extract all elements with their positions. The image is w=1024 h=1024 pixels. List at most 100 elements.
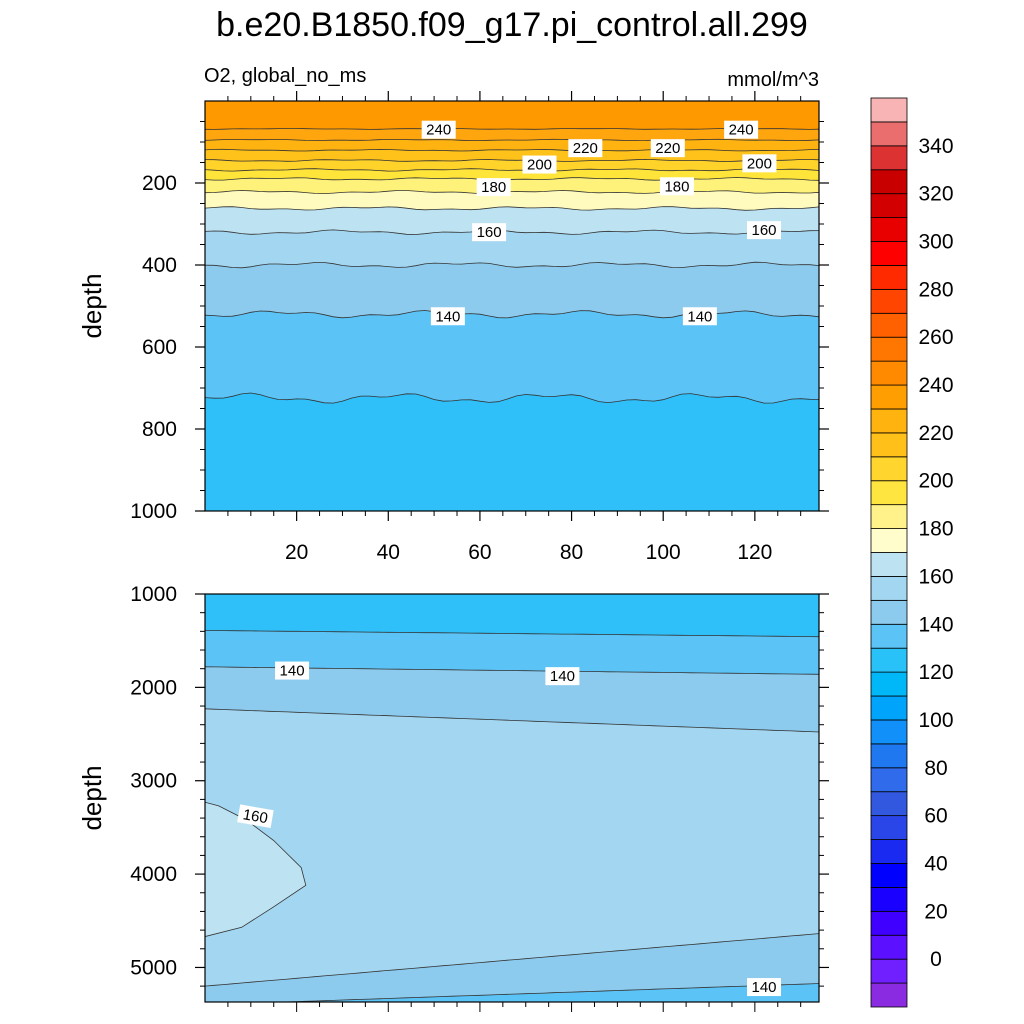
x-tick-label: 120 [737,541,772,564]
contour-label: 160 [472,223,507,242]
lower-contour-line [205,708,819,733]
colorbar-swatch [870,599,908,625]
colorbar-label: 300 [918,231,953,254]
upper-contour-lines [205,127,819,404]
lower-contour-line [275,983,819,1002]
colorbar-swatch [870,934,908,960]
chart-title: b.e20.B1850.f09_g17.pi_control.all.299 [216,6,808,44]
upper-panel: 240 240 220 220 200 200 180 180 160 160 140 140 200… [77,91,829,564]
lower-band-fill [205,708,819,1002]
contour-label: 140 [545,667,580,686]
colorbar-swatch [870,719,908,745]
contour-label: 180 [476,178,511,197]
colorbar-swatch [870,217,908,242]
colorbar-swatch [870,982,908,1008]
y-tick-label: 2000 [130,676,177,699]
colorbar-label: 280 [918,278,953,301]
colorbar-label: 140 [918,613,953,636]
contour-label-text: 180 [664,178,689,195]
upper-contour-line [205,261,819,269]
upper-band-fill [205,393,819,511]
contour-label: 160 [237,804,274,829]
colorbar-label: 200 [918,470,953,493]
colorbar-swatch [870,743,908,769]
variable-label: O2, global_no_ms [204,65,366,87]
upper-contour-line [205,168,819,172]
y-tick-label: 1000 [130,500,177,523]
colorbar-swatch [870,456,908,482]
upper-contour-line [205,206,819,211]
colorbar-label: 260 [918,326,953,349]
contour-label-text: 140 [435,308,460,325]
lower-contour-line [205,933,819,987]
contour-label: 240 [421,120,456,139]
contour-label: 220 [568,139,603,158]
colorbar-label: 80 [924,757,947,780]
y-tick-label: 600 [142,336,177,359]
contour-label-text: 220 [655,140,680,157]
contour-label-text: 160 [242,806,270,827]
colorbar-label: 180 [918,518,953,541]
contour-label-text: 140 [751,979,776,996]
contour-label: 160 [747,221,782,240]
upper-contour-line [205,158,819,162]
contour-label-text: 140 [280,663,305,680]
colorbar-swatch [870,767,908,793]
colorbar-swatch [870,360,908,386]
contour-label-text: 160 [477,224,502,241]
contour-label-text: 140 [550,668,575,685]
contour-label: 240 [724,120,759,139]
colorbar-swatch [870,815,908,840]
lower-contour-line [205,801,307,937]
colorbar-swatch [870,265,908,290]
colorbar-label: 40 [924,852,947,875]
lower-panel: 140 140 160 140 1000 2000 3000 4000 5000 depth [77,583,829,1012]
lower-axis-ticks: 1000 2000 3000 4000 5000 [130,583,829,1012]
contour-label: 200 [742,154,777,173]
colorbar-swatch [870,695,908,721]
upper-y-axis-label: depth [77,273,107,338]
colorbar-label: 20 [924,900,947,923]
colorbar-label: 220 [918,422,953,445]
y-tick-label: 200 [142,172,177,195]
lower-contour-labels: 140 140 160 140 [237,661,782,997]
upper-contour-labels: 240 240 220 220 200 200 180 180 160 160 140 140 [421,120,782,326]
lower-band-fill [205,802,306,937]
y-tick-label: 4000 [130,863,177,886]
colorbar-label: 0 [930,948,942,971]
contour-label: 140 [747,978,782,997]
colorbar-swatch [870,145,908,171]
lower-contour-fills [205,594,819,1002]
colorbar: 0 20 40 60 80 100 120 140 160 180 200 220 240 260 280 3… [870,97,954,1008]
contour-label-text: 220 [573,140,598,157]
contour-label: 140 [682,307,717,326]
colorbar-label: 60 [924,805,947,828]
lower-plot-frame [204,593,820,1003]
colorbar-label: 320 [918,183,953,206]
contour-label: 140 [430,307,465,326]
colorbar-swatch [870,863,908,888]
y-tick-label: 3000 [130,770,177,793]
colorbar-swatch [870,886,908,912]
colorbar-swatch [870,241,908,266]
colorbar-swatch [870,97,908,123]
colorbar-swatch [870,958,908,984]
upper-contour-line [205,190,819,195]
colorbar-swatch [870,193,908,219]
y-tick-label: 400 [142,254,177,277]
colorbar-label: 160 [918,565,953,588]
colorbar-label: 340 [918,135,953,158]
x-tick-label: 60 [468,541,491,564]
colorbar-swatch [870,480,908,506]
colorbar-swatch [870,408,908,434]
contour-label-text: 160 [751,222,776,239]
colorbar-swatch [870,791,908,817]
contour-label-text: 140 [687,308,712,325]
contour-label-text: 180 [481,179,506,196]
contour-label-text: 200 [747,155,772,172]
colorbar-swatch [870,552,908,577]
colorbar-swatch [870,910,908,936]
colorbar-swatch [870,504,908,529]
upper-contour-line [205,177,819,181]
colorbar-swatch [870,671,908,697]
